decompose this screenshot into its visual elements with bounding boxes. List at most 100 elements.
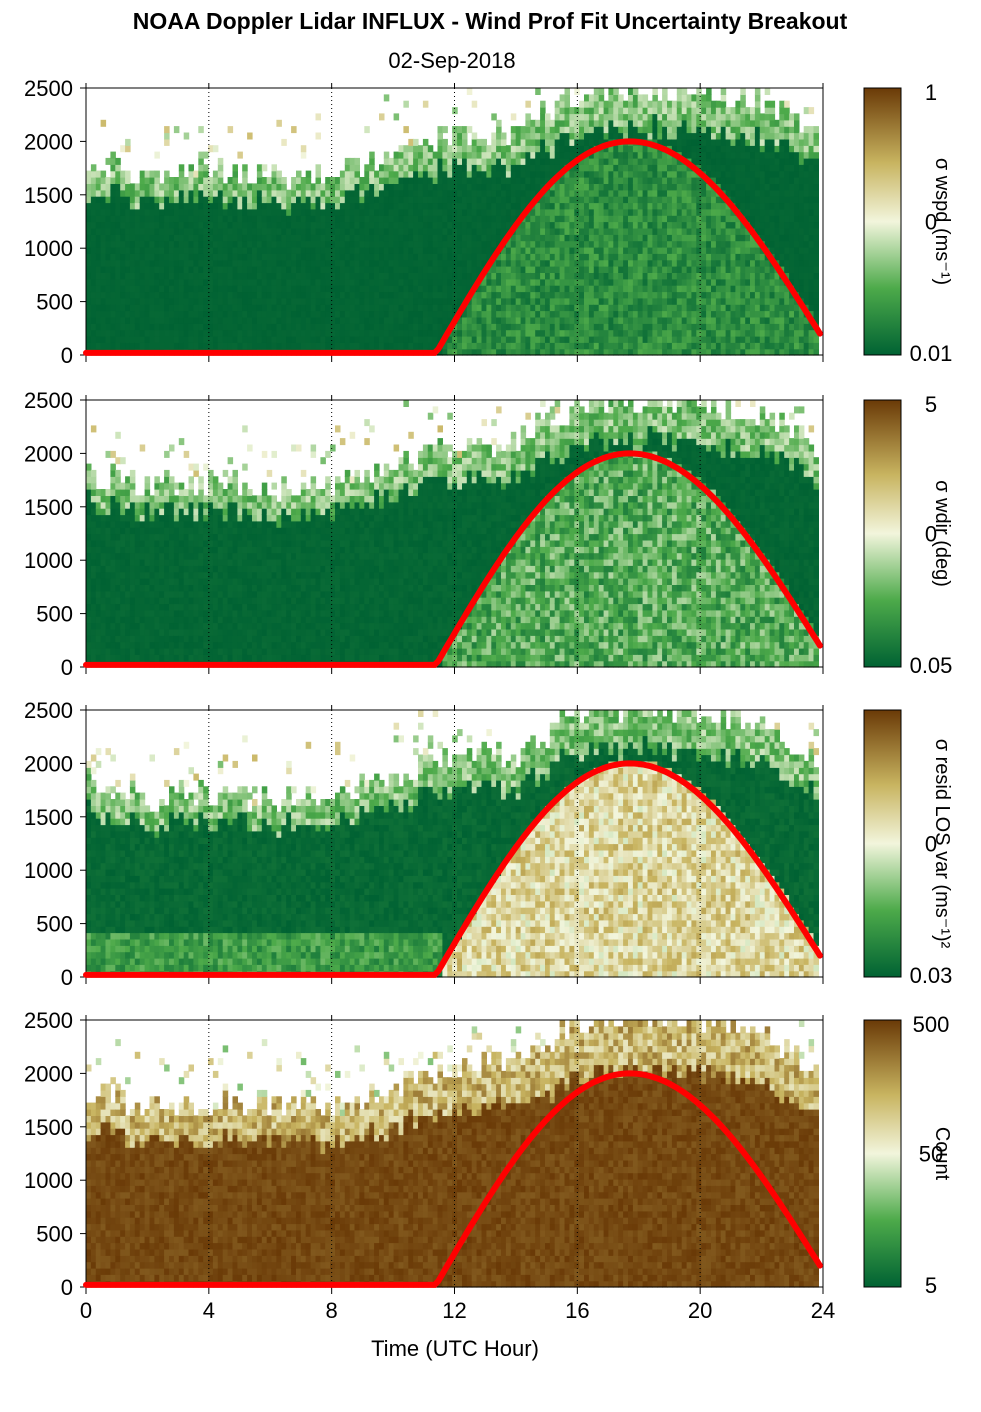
heatmap-cell bbox=[115, 285, 121, 293]
heatmap-cell bbox=[193, 221, 199, 229]
heatmap-cell bbox=[212, 234, 219, 242]
heatmap-cell bbox=[628, 196, 634, 204]
heatmap-cell bbox=[540, 138, 546, 146]
heatmap-cell bbox=[413, 278, 419, 286]
heatmap-cell bbox=[256, 170, 263, 178]
heatmap-cell bbox=[505, 316, 512, 324]
heatmap-cell bbox=[715, 221, 722, 229]
heatmap-cell bbox=[310, 227, 317, 235]
heatmap-cell bbox=[774, 119, 780, 127]
heatmap-cell bbox=[584, 138, 590, 146]
heatmap-cell bbox=[369, 208, 375, 216]
heatmap-cell bbox=[608, 291, 614, 299]
heatmap-cell bbox=[315, 208, 321, 216]
heatmap-cell bbox=[403, 196, 409, 204]
heatmap-cell bbox=[159, 208, 165, 216]
heatmap-cell bbox=[657, 202, 663, 210]
heatmap-cell bbox=[144, 177, 151, 184]
heatmap-cell bbox=[427, 189, 434, 197]
heatmap-cell bbox=[159, 335, 165, 343]
heatmap-cell bbox=[652, 157, 658, 165]
heatmap-cell bbox=[549, 266, 556, 273]
heatmap-cell bbox=[193, 316, 199, 324]
heatmap-cell bbox=[554, 297, 561, 305]
heatmap-cell bbox=[564, 278, 570, 286]
heatmap-cell bbox=[344, 164, 351, 172]
heatmap-cell bbox=[471, 234, 478, 242]
heatmap-cell bbox=[266, 297, 273, 305]
heatmap-cell bbox=[652, 119, 658, 127]
heatmap-cell bbox=[457, 170, 463, 178]
heatmap-cell bbox=[559, 310, 566, 318]
heatmap-cell bbox=[735, 335, 741, 343]
heatmap-cell bbox=[330, 329, 336, 337]
heatmap-cell bbox=[632, 278, 639, 286]
heatmap-cell bbox=[476, 234, 483, 242]
heatmap-cell bbox=[173, 297, 180, 305]
heatmap-cell bbox=[515, 183, 522, 191]
heatmap-cell bbox=[86, 316, 92, 324]
heatmap-cell bbox=[671, 259, 678, 267]
heatmap-cell bbox=[291, 253, 297, 261]
heatmap-cell bbox=[266, 310, 273, 318]
heatmap-cell bbox=[554, 196, 561, 204]
heatmap-cell bbox=[681, 100, 688, 108]
heatmap-cell bbox=[247, 342, 253, 350]
heatmap-cell bbox=[339, 196, 346, 204]
heatmap-cell bbox=[676, 100, 683, 108]
heatmap-cell bbox=[198, 266, 204, 273]
heatmap-cell bbox=[764, 329, 771, 337]
heatmap-cell bbox=[256, 297, 263, 305]
heatmap-cell bbox=[549, 291, 556, 299]
heatmap-cell bbox=[173, 177, 180, 184]
heatmap-cell bbox=[286, 310, 292, 318]
heatmap-cell bbox=[515, 189, 522, 197]
heatmap-cell bbox=[730, 266, 736, 273]
heatmap-cell bbox=[628, 285, 634, 293]
heatmap-cell bbox=[535, 316, 541, 324]
heatmap-cell bbox=[418, 259, 424, 267]
heatmap-cell bbox=[774, 138, 780, 146]
heatmap-cell bbox=[169, 189, 175, 197]
heatmap-cell bbox=[393, 342, 400, 350]
heatmap-cell bbox=[540, 329, 546, 337]
heatmap-cell bbox=[178, 259, 185, 267]
heatmap-cell bbox=[667, 246, 673, 254]
heatmap-cell bbox=[222, 335, 229, 343]
heatmap-cell bbox=[740, 132, 746, 140]
heatmap-cell bbox=[383, 323, 390, 331]
heatmap-cell bbox=[379, 316, 385, 324]
heatmap-cell bbox=[256, 227, 263, 235]
heatmap-cell bbox=[667, 240, 673, 248]
heatmap-cell bbox=[320, 310, 326, 318]
heatmap-cell bbox=[623, 266, 629, 273]
heatmap-cell bbox=[413, 316, 419, 324]
heatmap-cell bbox=[105, 157, 111, 165]
heatmap-cell bbox=[515, 246, 522, 254]
heatmap-cell bbox=[510, 297, 517, 305]
heatmap-cell bbox=[149, 170, 155, 178]
heatmap-cell bbox=[652, 170, 658, 178]
heatmap-cell bbox=[393, 323, 400, 331]
heatmap-cell bbox=[701, 151, 707, 159]
heatmap-cell bbox=[676, 253, 683, 261]
heatmap-cell bbox=[315, 253, 321, 261]
heatmap-cell bbox=[418, 157, 424, 165]
heatmap-cell bbox=[598, 177, 605, 184]
heatmap-cell bbox=[379, 329, 385, 337]
heatmap-cell bbox=[686, 234, 693, 242]
heatmap-cell bbox=[379, 240, 385, 248]
heatmap-cell bbox=[535, 246, 541, 254]
heatmap-cell bbox=[510, 113, 517, 121]
heatmap-cell bbox=[364, 189, 370, 197]
heatmap-cell bbox=[764, 304, 771, 312]
heatmap-cell bbox=[379, 246, 385, 254]
heatmap-cell bbox=[422, 329, 429, 337]
heatmap-cell bbox=[330, 272, 336, 280]
heatmap-cell bbox=[540, 266, 546, 273]
heatmap-cell bbox=[559, 107, 566, 115]
heatmap-cell bbox=[486, 151, 492, 159]
heatmap-cell bbox=[442, 304, 448, 312]
heatmap-cell bbox=[676, 221, 683, 229]
heatmap-cell bbox=[681, 272, 688, 280]
